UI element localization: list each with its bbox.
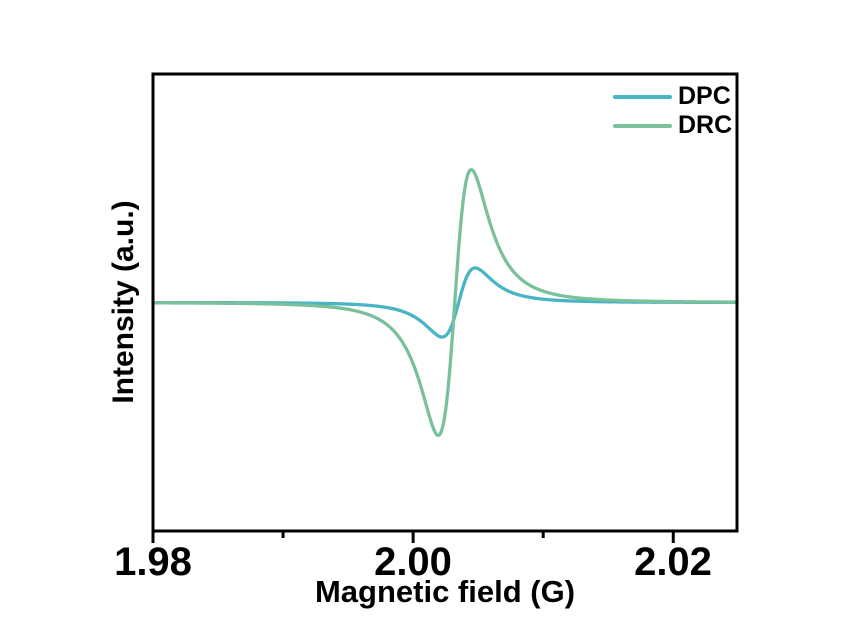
legend-label-drc: DRC xyxy=(678,111,733,139)
drc-curve xyxy=(151,168,739,437)
x-tick-label-2-00: 2.00 xyxy=(374,540,452,584)
legend-label-dpc: DPC xyxy=(678,82,731,110)
x-axis-title: Magnetic field (G) xyxy=(314,574,576,609)
x-tick-label-1-98: 1.98 xyxy=(114,540,192,584)
legend-item-drc: DRC xyxy=(613,111,732,140)
legend-line-dpc-icon xyxy=(613,94,672,99)
legend-item-dpc: DPC xyxy=(613,82,732,111)
legend-line-drc-icon xyxy=(613,123,672,128)
legend: DPC DRC xyxy=(613,82,732,140)
y-axis-title: Intensity (a.u.) xyxy=(107,200,140,404)
x-tick-label-2-02: 2.02 xyxy=(634,540,712,584)
plot-border xyxy=(151,72,739,533)
